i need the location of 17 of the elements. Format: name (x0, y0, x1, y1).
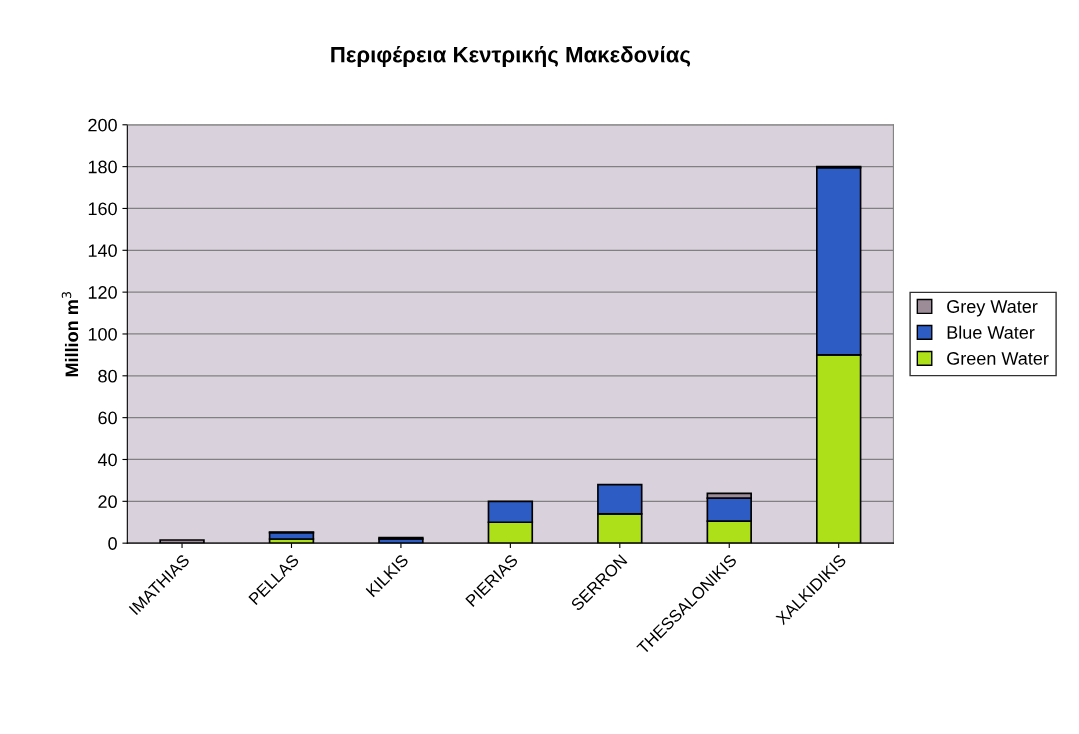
y-tick-label: 20 (98, 495, 117, 509)
y-tick-label: 40 (97, 453, 117, 467)
legend-label: Green Water (947, 352, 1049, 365)
y-tick-label: 80 (98, 369, 117, 383)
y-tick-label: 120 (88, 286, 117, 299)
y-tick-label: 180 (88, 160, 117, 174)
bar (159, 539, 205, 544)
y-tick-label: 200 (88, 118, 117, 132)
y-tick-label: 0 (108, 537, 117, 550)
chart-title: Περιφέρεια Κεντρικής Μακεδονίας (331, 45, 691, 67)
y-tick-label: 60 (98, 411, 117, 425)
legend-label: Blue Water (947, 325, 1035, 339)
y-tick-label: 160 (88, 202, 117, 216)
y-tick-label: 100 (88, 327, 117, 341)
legend-label: Grey Water (947, 300, 1038, 317)
y-tick-label: 140 (88, 244, 117, 258)
y-axis-title: Million m$^{3}$ (61, 292, 79, 377)
